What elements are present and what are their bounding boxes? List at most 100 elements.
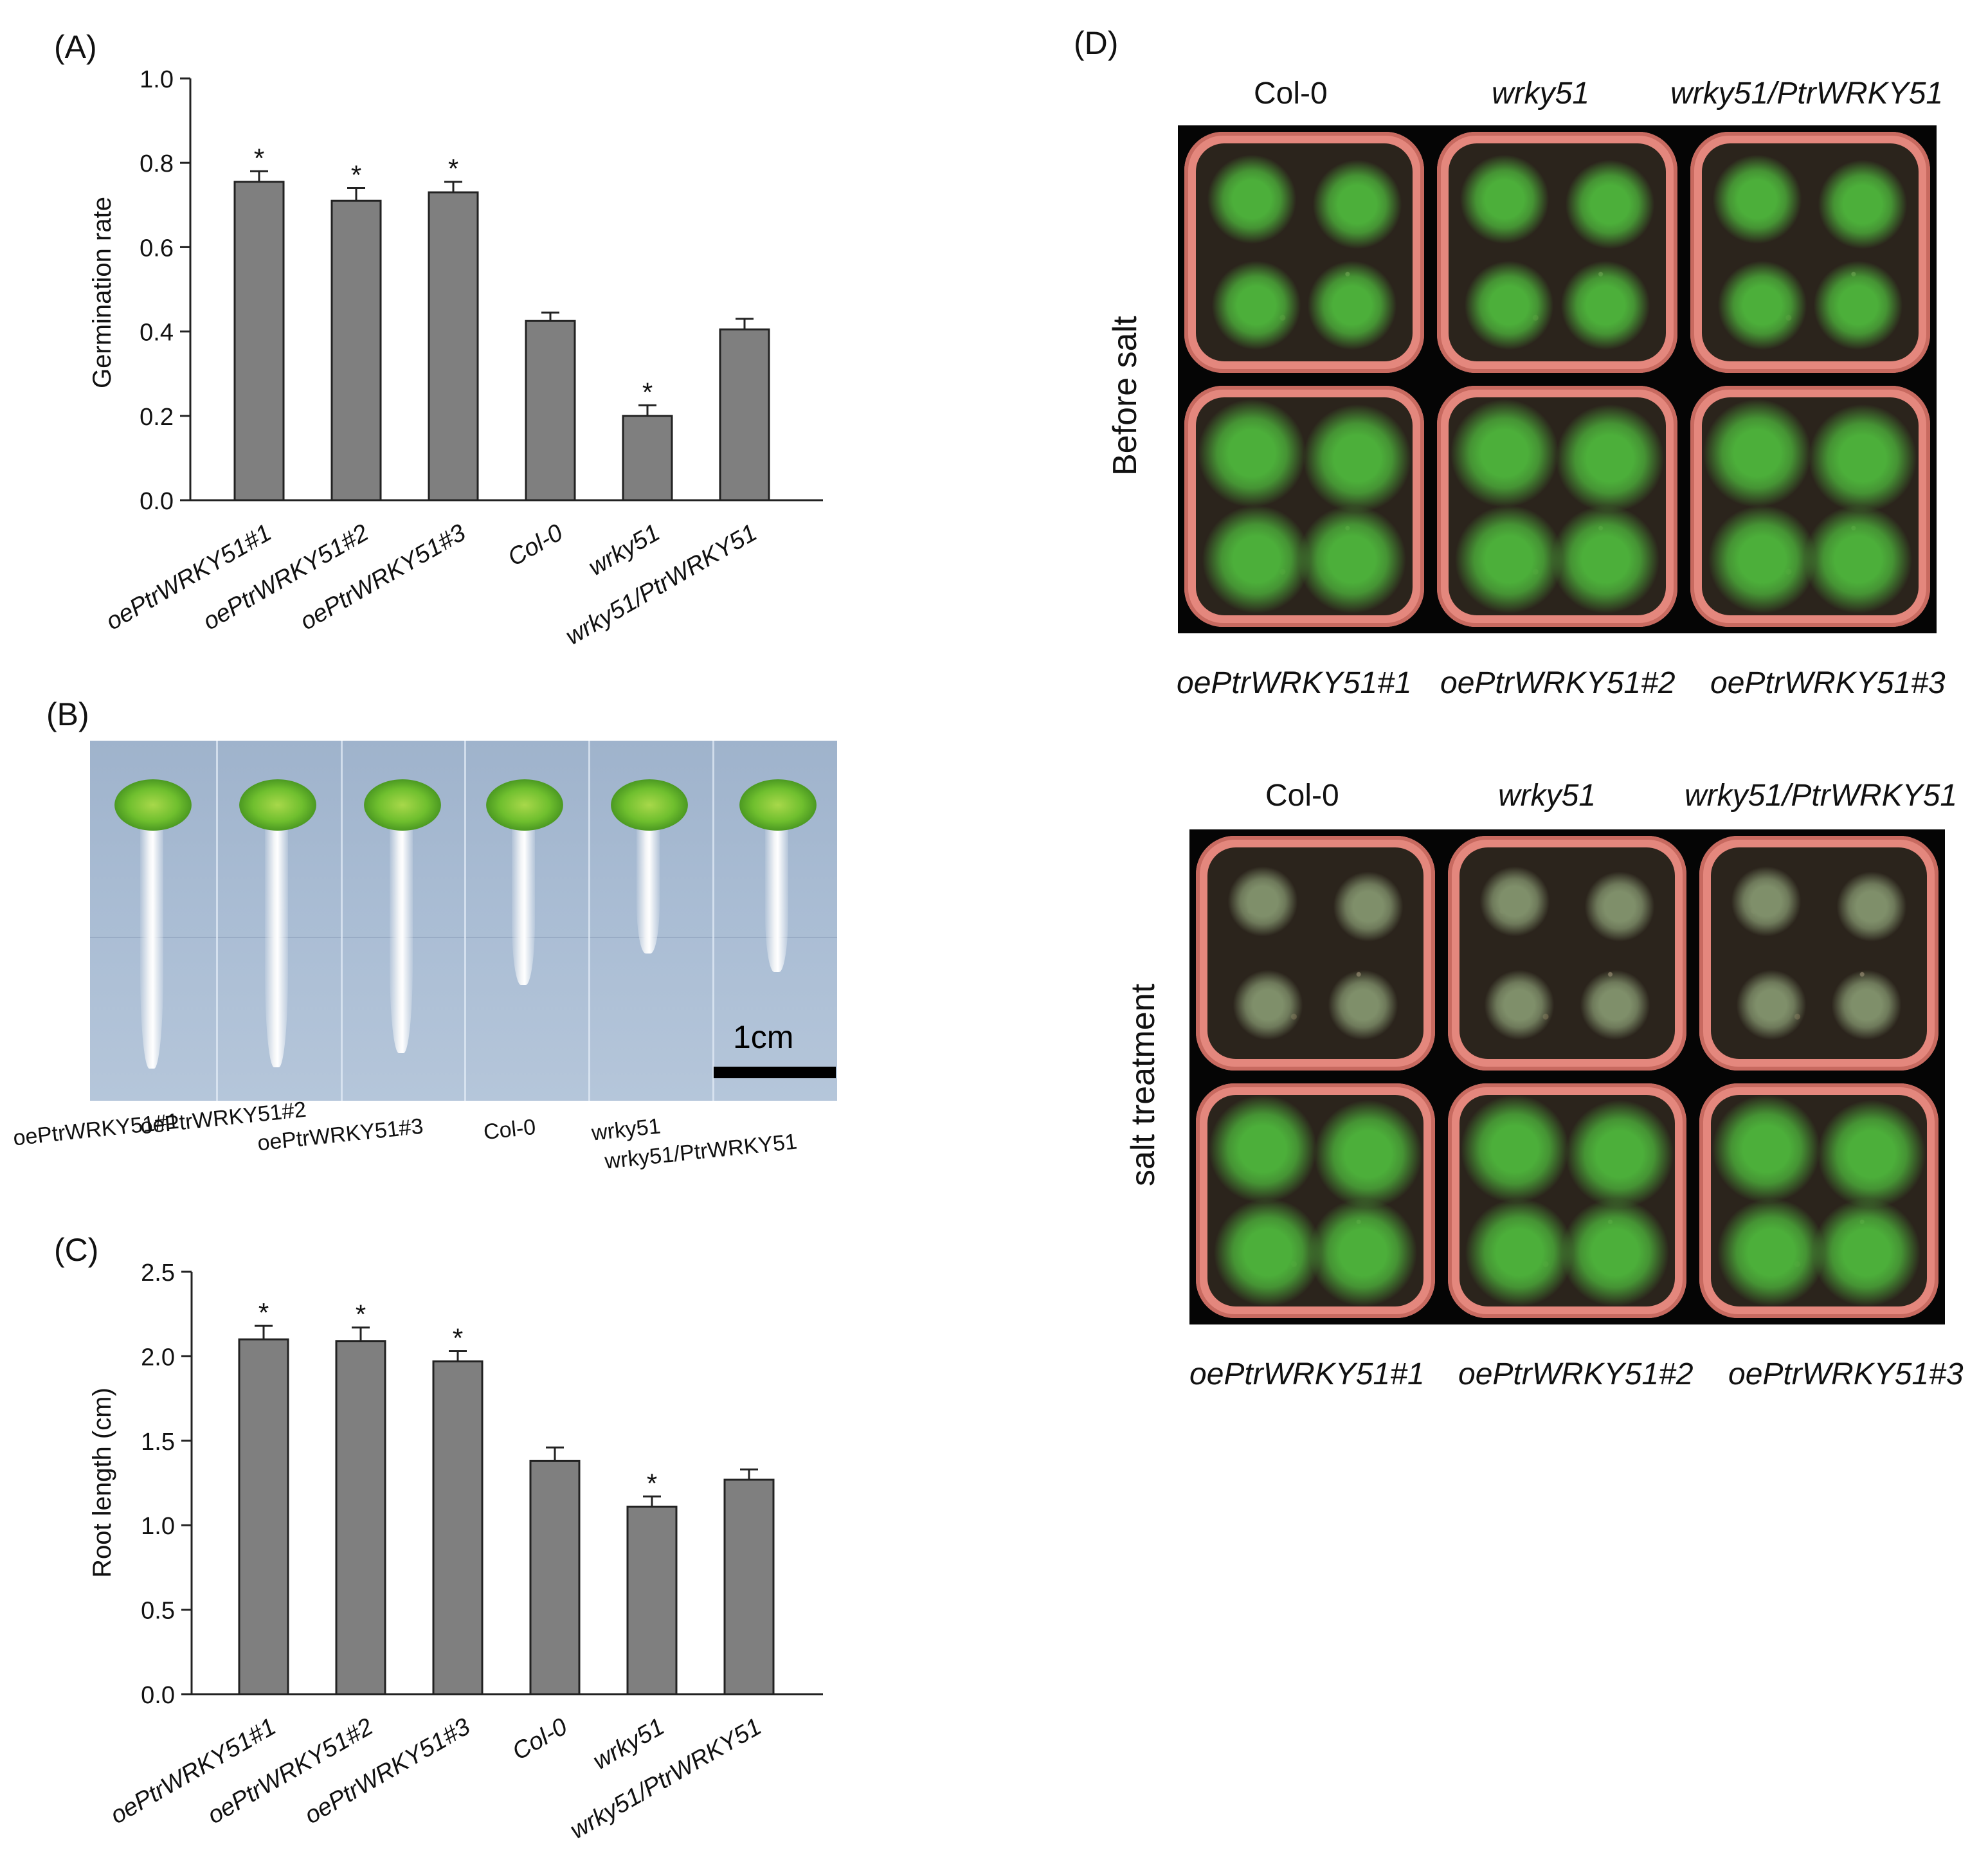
- significance-marker: *: [356, 1299, 366, 1330]
- plant-pot: [1196, 1083, 1435, 1318]
- plant-pot: [1699, 1083, 1938, 1318]
- seedling-rosette: [364, 779, 441, 831]
- plant-rosette: [1560, 1197, 1670, 1307]
- top-label-complement: wrky51/PtrWRKY51: [1670, 77, 1944, 111]
- panel-label-a: (A): [54, 29, 97, 65]
- bottom-label-oe1: oePtrWRKY51#1: [1177, 666, 1412, 700]
- plant-rosette: [1459, 154, 1550, 244]
- x-tick-label: Col-0: [508, 1713, 572, 1766]
- plant-rosette: [1308, 1197, 1418, 1307]
- plant-rosette: [1735, 969, 1807, 1040]
- plant-rosette: [1332, 871, 1404, 942]
- x-tick-label: oePtrWRKY51#3: [300, 1713, 475, 1829]
- plant-rosette: [1211, 260, 1301, 350]
- row-label-before-salt: Before salt: [1107, 316, 1144, 476]
- y-tick-label: 2.5: [141, 1260, 175, 1287]
- top-label-wrky51: wrky51: [1492, 77, 1590, 111]
- plant-rosette: [1831, 969, 1902, 1040]
- seedling-roots: [765, 824, 788, 972]
- plant-rosette: [1812, 1197, 1922, 1307]
- plant-rosette: [1454, 505, 1564, 614]
- plant-pot: [1690, 386, 1930, 627]
- bottom-label-oe3-salt: oePtrWRKY51#3: [1728, 1357, 1964, 1391]
- seedling-roots: [265, 824, 288, 1067]
- y-axis-label: Root length (cm): [88, 1387, 116, 1578]
- x-tick-label: oePtrWRKY51#1: [102, 519, 276, 635]
- top-label-wrky51-salt: wrky51: [1498, 779, 1596, 813]
- plant-pot: [1690, 132, 1930, 373]
- bar: [330, 199, 382, 502]
- significance-marker: *: [453, 1323, 463, 1353]
- bar: [723, 1478, 775, 1695]
- plant-rosette: [1717, 260, 1807, 350]
- x-tick-label: oePtrWRKY51#3: [296, 519, 471, 635]
- seedling-roots: [140, 824, 163, 1069]
- y-tick-label: 0.4: [140, 320, 174, 347]
- plant-rosette: [1302, 403, 1412, 513]
- plant-rosette: [1213, 1197, 1323, 1307]
- bar: [233, 181, 285, 502]
- plant-rosette: [1206, 154, 1297, 244]
- seedling-rosette: [739, 779, 817, 831]
- bottom-label-oe3: oePtrWRKY51#3: [1710, 666, 1946, 700]
- bottom-label-oe1-salt: oePtrWRKY51#1: [1189, 1357, 1425, 1391]
- bar: [432, 1360, 483, 1695]
- x-tick-label: oePtrWRKY51#1: [106, 1713, 281, 1829]
- significance-marker: *: [448, 154, 458, 184]
- plant-rosette: [1479, 866, 1550, 937]
- y-tick-label: 2.0: [141, 1344, 175, 1371]
- plant-rosette: [1836, 871, 1907, 942]
- plant-rosette: [1560, 260, 1650, 350]
- top-label-col0: Col-0: [1254, 77, 1328, 111]
- plant-rosette: [1812, 260, 1903, 350]
- y-tick-label: 0.0: [141, 1682, 175, 1709]
- plant-rosette: [1707, 505, 1817, 614]
- significance-marker: *: [254, 143, 264, 173]
- plant-rosette: [1297, 505, 1407, 614]
- y-axis-label: Germination rate: [88, 197, 116, 388]
- seedling-rosette: [114, 779, 192, 831]
- top-label-complement-salt: wrky51/PtrWRKY51: [1685, 779, 1958, 813]
- y-tick-label: 0.2: [140, 404, 174, 431]
- x-tick-label: oePtrWRKY51#2: [203, 1713, 378, 1829]
- plant-rosette: [1307, 260, 1398, 350]
- plant-rosette: [1803, 505, 1913, 614]
- panel-label-b: (B): [46, 696, 89, 732]
- y-tick-label: 1.0: [141, 1513, 175, 1540]
- seedling-rosette: [486, 779, 563, 831]
- plant-rosette: [1312, 159, 1402, 249]
- y-tick-label: 0.8: [140, 150, 174, 177]
- significance-marker: *: [351, 160, 361, 190]
- x-tick-label: wrky51: [588, 1713, 669, 1775]
- plant-rosette: [1313, 1099, 1423, 1209]
- scale-bar: [714, 1067, 836, 1078]
- plant-rosette: [1208, 1094, 1318, 1204]
- plant-pot: [1184, 132, 1425, 373]
- x-tick-label: oePtrWRKY51#2: [199, 519, 374, 635]
- x-tick-label: Col-0: [503, 519, 568, 572]
- plant-rosette: [1579, 969, 1650, 1040]
- plant-rosette: [1449, 399, 1559, 508]
- significance-marker: *: [642, 377, 653, 407]
- plant-rosette: [1464, 260, 1555, 350]
- bar: [525, 320, 576, 502]
- bar: [238, 1338, 289, 1695]
- plant-pot: [1447, 1083, 1687, 1318]
- panel-label-d: (D): [1074, 25, 1119, 61]
- plant-rosette: [1459, 1094, 1569, 1204]
- bar: [622, 415, 673, 502]
- plant-rosette: [1328, 969, 1399, 1040]
- plant-pot: [1447, 836, 1687, 1071]
- bar: [335, 1340, 386, 1695]
- plant-rosette: [1584, 871, 1656, 942]
- plant-rosette: [1465, 1197, 1575, 1307]
- plant-rosette: [1565, 159, 1656, 249]
- bar: [428, 191, 479, 502]
- plant-rosette: [1565, 1099, 1675, 1209]
- seedling-rosette: [239, 779, 316, 831]
- plant-pot: [1437, 386, 1677, 627]
- significance-marker: *: [647, 1469, 657, 1499]
- plant-rosette: [1816, 1099, 1926, 1209]
- plant-rosette: [1703, 399, 1812, 508]
